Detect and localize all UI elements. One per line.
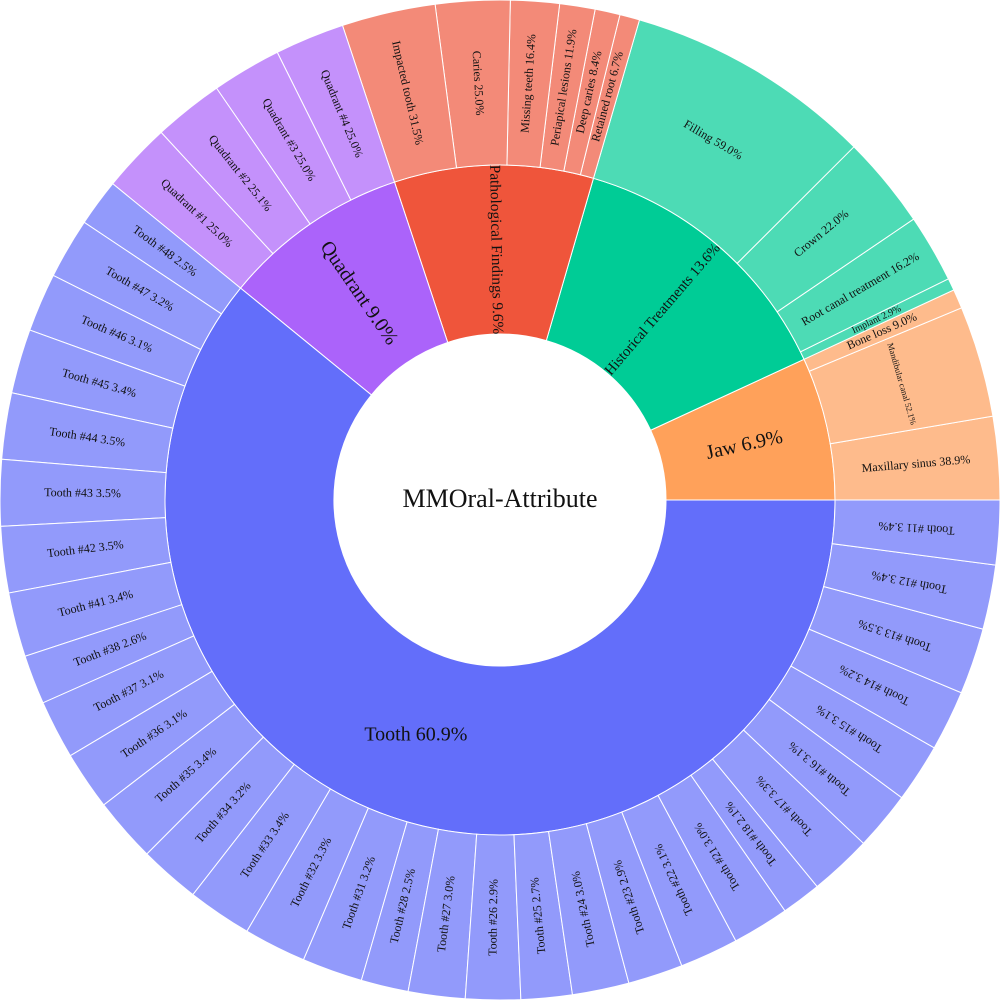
segment-missing-teeth-label: Missing teeth 16.4% bbox=[518, 34, 539, 134]
segment-tooth-11-label: Tooth #11 3.4% bbox=[878, 519, 955, 538]
segment-caries-label: Caries 25.0% bbox=[470, 50, 488, 115]
segment-tooth-11[interactable] bbox=[831, 499, 1000, 566]
segment-tooth-43-label: Tooth #43 3.5% bbox=[44, 485, 121, 500]
segment-tooth-26-label: Tooth #26 2.9% bbox=[485, 879, 500, 956]
segment-tooth-label: Tooth 60.9% bbox=[364, 724, 467, 746]
chart-title: MMOral-Attribute bbox=[403, 484, 598, 513]
segment-pathological-findings-label: Pathological Findings 9.6% bbox=[486, 165, 506, 335]
